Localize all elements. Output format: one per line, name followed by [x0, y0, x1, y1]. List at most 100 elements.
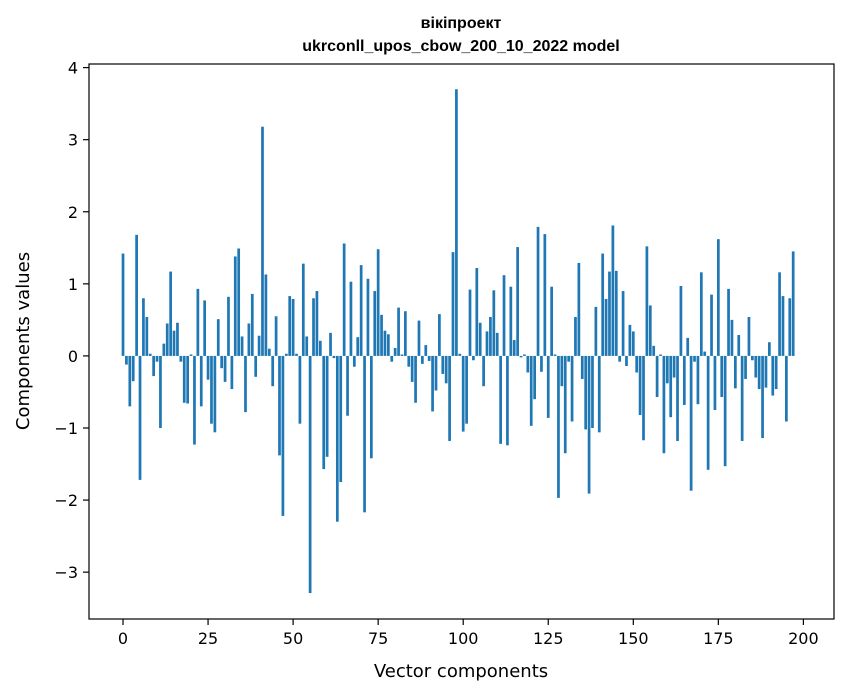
- bar-component-0: [121, 253, 125, 356]
- bar-component-168: [693, 355, 696, 362]
- bar-component-94: [441, 355, 445, 374]
- bar-component-39: [254, 355, 258, 377]
- bar-component-134: [577, 262, 581, 356]
- y-tick-label: −3: [54, 563, 78, 582]
- bar-component-137: [587, 355, 591, 494]
- bar-component-49: [288, 296, 292, 356]
- bar-component-133: [574, 316, 577, 356]
- bar-component-139: [594, 306, 598, 356]
- x-tick-label: 175: [703, 629, 734, 648]
- bar-component-112: [502, 275, 506, 356]
- bar-component-141: [601, 253, 605, 356]
- bar-component-76: [380, 314, 383, 356]
- bar-component-113: [506, 355, 509, 446]
- bar-component-132: [570, 355, 574, 422]
- y-tick-label: 2: [68, 203, 78, 222]
- bar-component-15: [172, 330, 176, 356]
- bar-component-105: [478, 322, 482, 356]
- bar-component-197: [791, 251, 795, 356]
- bar-component-55: [308, 355, 312, 594]
- bar-component-86: [414, 355, 417, 403]
- bar-component-142: [604, 298, 608, 356]
- bar-component-157: [655, 355, 659, 397]
- bar-component-103: [472, 355, 475, 361]
- bar-component-82: [400, 354, 404, 356]
- bar-component-166: [686, 337, 690, 356]
- bar-component-60: [325, 355, 329, 457]
- bar-component-95: [444, 355, 448, 384]
- bar-component-117: [519, 355, 523, 358]
- bar-component-122: [536, 226, 540, 356]
- bar-component-92: [434, 355, 438, 391]
- bar-component-84: [407, 355, 411, 367]
- chart-title-line-2: ukrconll_upos_cbow_200_10_2022 model: [302, 38, 619, 55]
- bar-component-118: [523, 354, 526, 356]
- bar-component-100: [461, 355, 465, 432]
- bar-component-160: [665, 355, 669, 384]
- bar-component-171: [703, 351, 707, 356]
- bar-component-79: [390, 355, 394, 362]
- x-tick-label: 125: [533, 629, 564, 648]
- bar-component-178: [727, 288, 730, 356]
- bar-component-83: [404, 311, 407, 356]
- bar-component-61: [329, 332, 332, 356]
- bar-component-124: [543, 234, 547, 356]
- bar-component-167: [689, 355, 693, 491]
- bar-component-128: [557, 355, 560, 498]
- bar-component-11: [159, 355, 162, 428]
- bar-component-191: [771, 355, 775, 396]
- bar-component-67: [349, 281, 353, 356]
- bar-component-19: [186, 355, 190, 404]
- bar-component-182: [740, 355, 744, 441]
- bar-component-108: [489, 316, 492, 356]
- bar-component-2: [128, 355, 132, 407]
- x-tick-label: 150: [618, 629, 649, 648]
- x-tick-label: 75: [368, 629, 388, 648]
- bar-component-35: [240, 336, 244, 356]
- bar-component-18: [182, 355, 186, 403]
- bar-component-93: [438, 314, 441, 356]
- y-tick-label: 4: [68, 59, 78, 78]
- bar-component-172: [706, 355, 710, 470]
- bar-component-26: [210, 355, 213, 424]
- bar-component-33: [233, 256, 237, 356]
- bar-component-163: [676, 355, 679, 441]
- bar-component-62: [332, 355, 336, 359]
- bar-component-96: [448, 355, 451, 441]
- bar-component-144: [611, 225, 615, 356]
- bar-component-70: [359, 265, 363, 356]
- bar-component-42: [264, 274, 268, 356]
- bar-component-46: [278, 355, 281, 456]
- bar-component-22: [196, 288, 200, 356]
- bar-component-9: [152, 355, 155, 377]
- bar-component-104: [475, 267, 479, 356]
- x-axis-ticks: 0 25 50 75 100 125 150 175 200: [118, 619, 819, 648]
- bar-component-47: [281, 355, 285, 516]
- bar-component-58: [318, 340, 322, 356]
- bar-component-129: [560, 355, 564, 387]
- bar-component-106: [482, 355, 485, 387]
- bar-component-43: [267, 348, 271, 356]
- bar-component-135: [580, 355, 584, 379]
- bar-component-12: [162, 343, 166, 356]
- bar-component-74: [373, 291, 377, 356]
- bar-component-99: [458, 353, 462, 356]
- x-tick-label: 0: [118, 629, 128, 648]
- bar-component-195: [785, 355, 788, 422]
- bar-component-152: [638, 355, 642, 416]
- bar-component-102: [468, 289, 472, 356]
- bar-component-78: [387, 334, 390, 356]
- bar-component-146: [618, 355, 622, 362]
- bar-component-179: [730, 319, 734, 356]
- bar-component-30: [223, 355, 227, 382]
- bar-component-162: [672, 355, 676, 378]
- bar-component-23: [199, 355, 203, 407]
- bar-component-87: [417, 320, 421, 356]
- bar-component-136: [584, 355, 588, 430]
- bar-component-169: [696, 355, 700, 405]
- bar-component-145: [614, 270, 618, 356]
- bar-series: [121, 89, 795, 594]
- bar-component-97: [451, 252, 455, 356]
- bar-component-189: [764, 355, 768, 388]
